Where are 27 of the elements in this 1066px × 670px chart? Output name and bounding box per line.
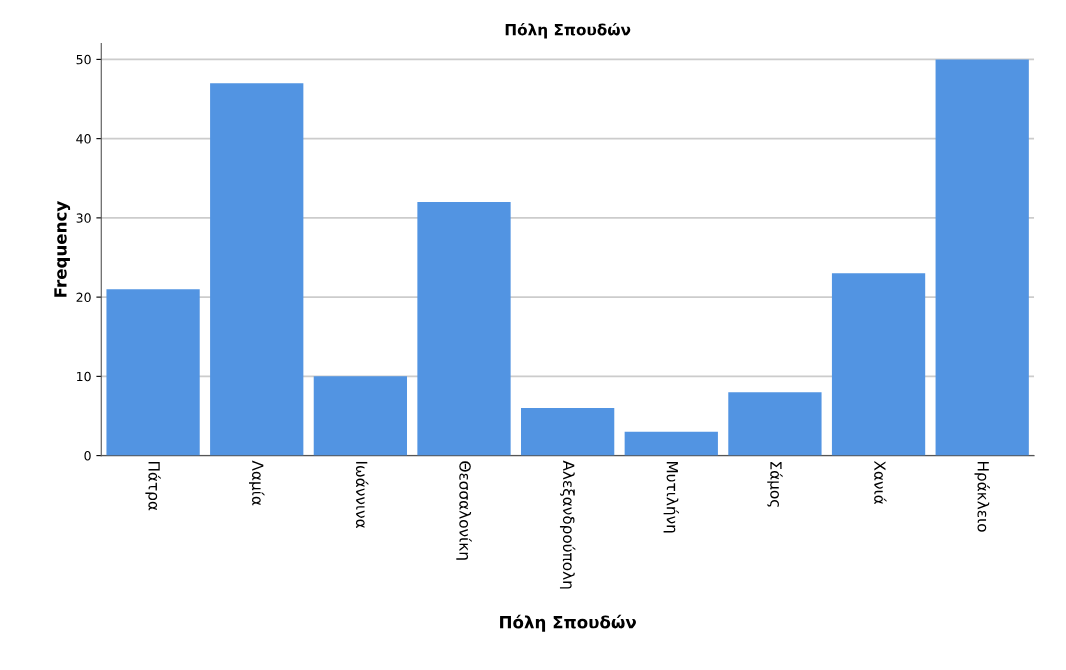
bar: [210, 83, 304, 456]
bar: [106, 289, 200, 456]
bar: [521, 408, 615, 456]
bar: [935, 59, 1029, 456]
chart-title: Πόλη Σπουδών: [505, 23, 631, 39]
y-axis-title: Frequency: [54, 201, 71, 297]
y-tick-label: 0: [84, 451, 91, 461]
bar: [624, 431, 718, 456]
x-tick-label: Ηράκλειο: [974, 461, 990, 532]
y-tick-label: 50: [76, 54, 91, 65]
bar: [417, 202, 511, 456]
x-tick-label: Πάτρα: [145, 461, 161, 511]
y-tick-label: 20: [76, 292, 91, 303]
x-tick-label: Ιωάννινα: [355, 461, 369, 528]
x-tick-label: Σάμος: [767, 461, 783, 507]
x-axis-title: Πόλη Σπουδών: [500, 614, 636, 632]
x-tick-label: Λαμία: [249, 460, 265, 506]
x-tick-label: Χανιά: [874, 460, 887, 505]
y-tick-label: 30: [76, 213, 91, 223]
y-tick-label: 10: [77, 371, 91, 382]
bar: [831, 273, 926, 456]
x-tick-label: Θεσσαλονίκη: [456, 461, 472, 560]
bar: [728, 392, 822, 456]
x-tick-label: Αλεξανδρούπολη: [559, 460, 576, 589]
x-tick-label: Μυτιλήνη: [663, 461, 679, 533]
y-tick-label: 40: [76, 134, 91, 144]
bar: [313, 376, 407, 456]
